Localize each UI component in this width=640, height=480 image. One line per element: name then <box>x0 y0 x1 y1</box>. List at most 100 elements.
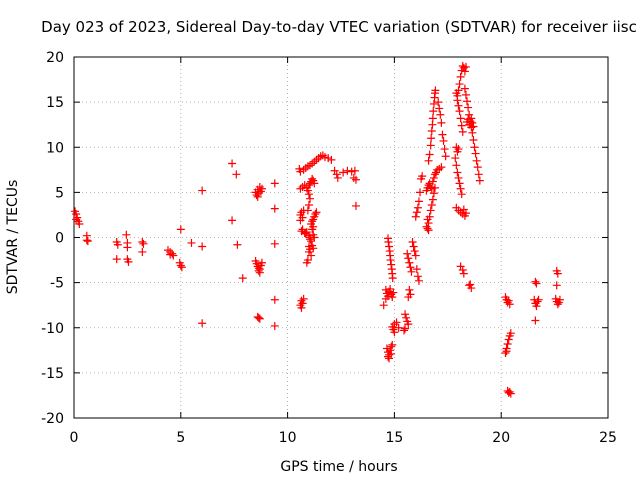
data-point <box>437 163 446 172</box>
data-point <box>198 319 207 328</box>
data-point <box>302 258 311 267</box>
data-point <box>72 215 81 224</box>
data-point <box>198 186 207 195</box>
data-point <box>253 312 262 321</box>
data-point <box>468 128 477 137</box>
data-point <box>312 155 321 164</box>
data-point <box>463 97 472 106</box>
data-point <box>506 329 515 338</box>
data-point <box>552 281 561 290</box>
data-point <box>308 217 317 226</box>
data-point <box>427 134 436 143</box>
data-point <box>475 176 484 185</box>
data-point <box>437 118 446 127</box>
y-tick-label: 20 <box>46 50 64 66</box>
data-point <box>464 103 473 112</box>
data-point <box>351 201 360 210</box>
data-point <box>459 269 468 278</box>
data-point <box>389 288 398 297</box>
data-point <box>112 255 121 264</box>
data-point <box>388 293 397 302</box>
data-point <box>501 349 510 358</box>
data-point <box>406 263 415 272</box>
data-point <box>460 84 469 93</box>
data-point <box>228 159 237 168</box>
data-point <box>308 225 317 234</box>
data-point <box>386 256 395 265</box>
data-point <box>504 388 513 397</box>
data-point <box>461 62 470 71</box>
data-point <box>504 296 513 305</box>
data-point <box>474 170 483 179</box>
data-point <box>83 237 92 246</box>
data-point <box>534 295 543 304</box>
data-point <box>531 277 540 286</box>
x-axis-label: GPS time / hours <box>280 459 397 475</box>
data-point <box>452 143 461 152</box>
data-point <box>424 226 433 235</box>
data-point <box>402 313 411 322</box>
data-point <box>460 67 469 76</box>
data-point <box>310 179 319 188</box>
data-point <box>310 157 319 166</box>
data-point <box>409 242 418 251</box>
data-point <box>553 300 562 309</box>
data-point <box>403 249 412 258</box>
data-point <box>333 173 342 182</box>
data-point <box>255 268 264 277</box>
data-point <box>431 86 440 95</box>
data-point <box>386 346 395 355</box>
chart-title: Day 023 of 2023, Sidereal Day-to-day VTE… <box>41 18 637 36</box>
data-point <box>410 247 419 256</box>
data-point <box>454 101 463 110</box>
data-point <box>198 242 207 251</box>
data-point <box>424 156 433 165</box>
data-point <box>379 301 388 310</box>
data-point <box>312 208 321 217</box>
data-point <box>394 323 403 332</box>
data-point <box>532 302 541 311</box>
data-point <box>387 349 396 358</box>
data-point <box>350 166 359 175</box>
data-point <box>505 300 514 309</box>
data-point <box>428 195 437 204</box>
data-point <box>405 258 414 267</box>
data-point <box>177 263 186 272</box>
data-point <box>471 149 480 158</box>
grid-lines <box>74 57 608 418</box>
data-point <box>255 314 264 323</box>
data-point <box>414 276 423 285</box>
data-point <box>401 324 410 333</box>
data-point <box>270 179 279 188</box>
data-point <box>316 152 325 161</box>
data-point <box>385 242 394 251</box>
data-point <box>270 295 279 304</box>
data-point <box>451 154 460 163</box>
data-point <box>413 272 422 281</box>
data-point <box>270 239 279 248</box>
data-point <box>387 260 396 269</box>
data-point <box>455 179 464 188</box>
data-point <box>428 177 437 186</box>
data-point <box>426 141 435 150</box>
data-point <box>434 98 443 107</box>
data-point <box>533 297 542 306</box>
data-point <box>466 280 475 289</box>
data-point <box>430 170 439 179</box>
data-point <box>303 186 312 195</box>
data-point <box>458 265 467 274</box>
data-point <box>424 219 433 228</box>
data-point <box>296 216 305 225</box>
data-point <box>233 240 242 249</box>
x-tick-label: 25 <box>599 430 617 446</box>
y-tick-label: 15 <box>46 95 64 111</box>
y-tick-label: 5 <box>55 185 64 201</box>
y-tick-label: -20 <box>41 411 64 427</box>
data-point <box>254 266 263 275</box>
data-point <box>387 342 396 351</box>
data-point <box>441 152 450 161</box>
data-point <box>401 310 410 319</box>
data-point <box>426 206 435 215</box>
